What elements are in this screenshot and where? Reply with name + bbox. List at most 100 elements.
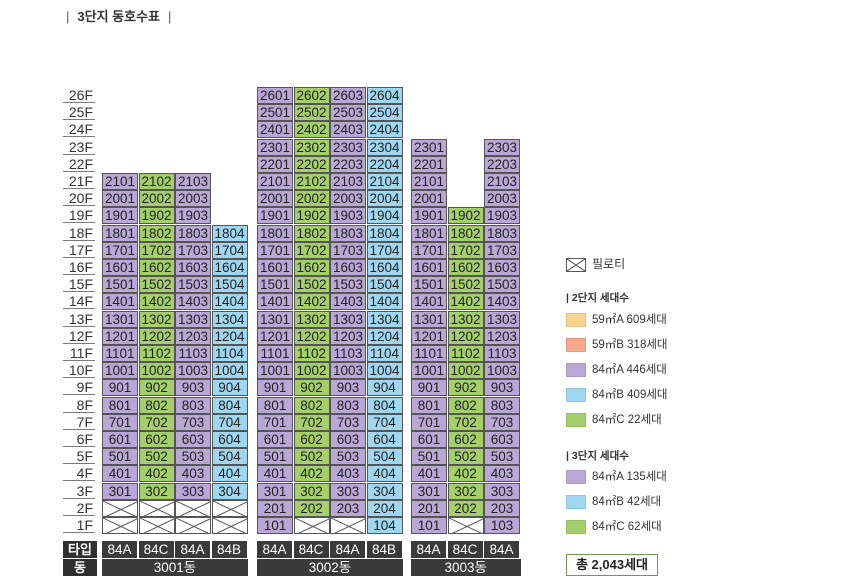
unit-cell: 202 (447, 499, 484, 517)
unit-cell: 902 (138, 379, 175, 397)
unit-cell: 701 (411, 413, 447, 431)
legend-label: 84㎡B 42세대 (592, 496, 662, 508)
legend-item: 84㎡B 42세대 (566, 493, 661, 509)
unit-cell: 1402 (447, 293, 484, 311)
unit-cell: 2103 (484, 173, 520, 190)
legend-label: 84㎡A 135세대 (592, 471, 667, 483)
unit-cell: 1702 (447, 241, 484, 259)
building-name: 3002동 (257, 559, 403, 576)
unit-cell: 201 (257, 499, 293, 517)
unit-cell: 1202 (447, 327, 484, 345)
type-label: 84B (366, 541, 403, 558)
unit-cell: 1904 (366, 207, 403, 225)
type-label: 84A (484, 541, 520, 558)
unit-cell: 2503 (330, 104, 366, 122)
unit-cell: 2403 (330, 121, 366, 139)
floor-label: 4F (63, 465, 95, 482)
total-units-badge: 총 2,043세대 (566, 554, 658, 576)
pilotis-cell (175, 517, 211, 534)
title-text: 3단지 동호수표 (77, 9, 160, 24)
unit-cell: 101 (411, 517, 447, 534)
unit-cell: 1102 (138, 345, 175, 362)
unit-cell: 2402 (293, 121, 330, 139)
type-header: 타입 (63, 541, 97, 558)
unit-cell: 2003 (175, 190, 211, 208)
unit-cell: 1601 (102, 259, 138, 276)
unit-cell: 1801 (411, 224, 447, 242)
unit-cell: 902 (447, 379, 484, 397)
unit-cell: 402 (447, 465, 484, 483)
unit-cell: 2301 (257, 138, 293, 156)
unit-cell: 1702 (293, 241, 330, 259)
type-label: 84C (138, 541, 175, 558)
unit-cell: 1804 (366, 224, 403, 242)
unit-cell: 104 (366, 517, 403, 534)
unit-cell: 1003 (484, 362, 520, 380)
unit-cell: 1202 (293, 327, 330, 345)
unit-cell: 1403 (330, 293, 366, 311)
unit-cell: 1003 (330, 362, 366, 380)
legend-swatch (566, 494, 586, 509)
unit-cell: 1703 (484, 241, 520, 259)
unit-cell: 602 (293, 431, 330, 448)
unit-cell: 1004 (366, 362, 403, 380)
type-label: 84A (257, 541, 293, 558)
unit-cell: 903 (175, 379, 211, 397)
floor-label: 14F (63, 293, 95, 310)
unit-cell: 602 (138, 431, 175, 448)
legend-complex3-header: | 3단지 세대수 (566, 450, 629, 462)
unit-cell: 601 (257, 431, 293, 448)
building-name: 3003동 (411, 559, 521, 576)
unit-cell: 2303 (330, 138, 366, 156)
unit-cell: 1903 (330, 207, 366, 225)
unit-cell: 502 (138, 448, 175, 466)
type-label: 84C (293, 541, 330, 558)
unit-cell: 701 (102, 413, 138, 431)
floor-label: 10F (63, 362, 95, 379)
unit-cell: 1403 (484, 293, 520, 311)
unit-cell: 1503 (330, 276, 366, 294)
unit-cell: 1603 (484, 259, 520, 276)
unit-cell: 302 (447, 482, 484, 500)
unit-cell: 401 (102, 465, 138, 483)
unit-cell: 703 (175, 413, 211, 431)
unit-cell: 1501 (102, 276, 138, 294)
unit-cell: 1303 (484, 310, 520, 328)
unit-cell: 403 (330, 465, 366, 483)
legend-swatch (566, 312, 586, 327)
unit-cell: 304 (366, 482, 403, 500)
unit-cell: 1501 (257, 276, 293, 294)
unit-cell: 601 (102, 431, 138, 448)
unit-cell: 1301 (411, 310, 447, 328)
legend-swatch (566, 362, 586, 377)
pilotis-cell (211, 499, 248, 517)
unit-cell: 2304 (366, 138, 403, 156)
unit-cell: 2303 (484, 138, 520, 156)
unit-cell: 203 (484, 499, 520, 517)
unit-cell: 2202 (293, 155, 330, 173)
unit-cell: 1001 (411, 362, 447, 380)
unit-cell: 401 (257, 465, 293, 483)
unit-cell: 2604 (366, 87, 403, 104)
unit-cell: 804 (366, 396, 403, 414)
building-name: 3001동 (102, 559, 248, 576)
legend-item: 59㎡B 318세대 (566, 336, 668, 352)
floor-label: 8F (63, 397, 95, 413)
unit-cell: 704 (366, 413, 403, 431)
unit-cell: 2301 (411, 138, 447, 156)
floor-label: 6F (63, 431, 95, 447)
unit-cell: 103 (484, 517, 520, 534)
unit-cell: 1302 (293, 310, 330, 328)
unit-cell: 901 (257, 379, 293, 397)
unit-cell: 1802 (293, 224, 330, 242)
unit-cell: 503 (484, 448, 520, 466)
unit-cell: 603 (484, 431, 520, 448)
unit-cell: 203 (330, 499, 366, 517)
unit-cell: 1502 (447, 276, 484, 294)
unit-cell: 1803 (330, 224, 366, 242)
floor-label: 13F (63, 311, 95, 327)
unit-cell: 2001 (102, 190, 138, 208)
unit-cell: 2203 (484, 155, 520, 173)
unit-cell: 303 (175, 482, 211, 500)
unit-cell: 2101 (257, 173, 293, 190)
